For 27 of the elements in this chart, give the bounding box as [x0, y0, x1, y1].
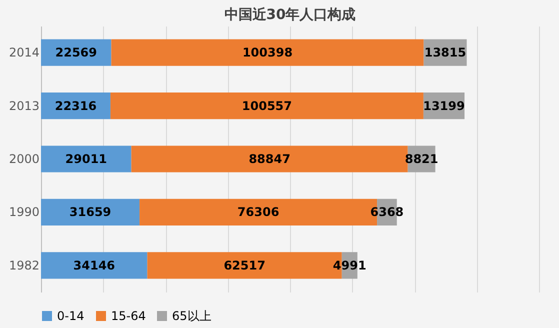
chart-title: 中国近30年人口构成 [224, 6, 356, 23]
bar [41, 198, 140, 226]
data-label: 22316 [54, 98, 97, 113]
data-label: 76306 [237, 205, 280, 220]
data-label: 4991 [332, 258, 366, 272]
data-label: 31659 [69, 205, 112, 220]
y-tick-label: 2000 [8, 152, 40, 166]
legend-label: 15-64 [111, 309, 146, 323]
data-label: 29011 [65, 152, 108, 166]
y-tick-label: 1990 [8, 205, 40, 220]
legend-label: 0-14 [57, 309, 84, 323]
legend-label: 65以上 [172, 309, 212, 323]
bar [111, 39, 424, 66]
y-tick-label: 1982 [8, 258, 40, 272]
data-label: 13815 [424, 46, 466, 60]
data-label: 22569 [55, 46, 97, 60]
bar [41, 252, 148, 279]
bar [41, 146, 132, 172]
data-label: 100398 [242, 46, 293, 60]
data-label: 13199 [423, 98, 465, 113]
data-label: 100557 [242, 98, 292, 113]
data-label: 34146 [73, 258, 116, 272]
data-label: 88847 [248, 152, 290, 166]
bar [110, 92, 424, 120]
y-tick-label: 2013 [8, 98, 40, 113]
data-label: 62517 [224, 258, 266, 272]
y-tick-label: 2014 [8, 46, 40, 60]
